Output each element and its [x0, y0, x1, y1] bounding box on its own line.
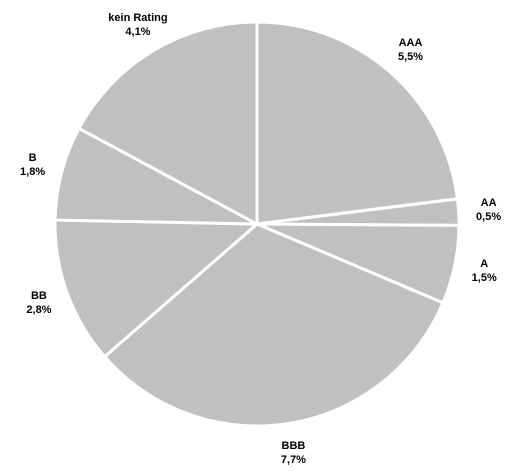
- slice-value-label: 2,8%: [26, 304, 51, 316]
- slice-label: AA: [481, 197, 497, 209]
- pie-slice: [77, 20, 259, 227]
- slice-label: kein Rating: [108, 12, 167, 24]
- slice-label: BB: [31, 290, 47, 302]
- pie-slice: [53, 218, 261, 359]
- slice-value-label: 7,7%: [281, 454, 306, 466]
- slice-value-label: 1,8%: [20, 166, 45, 178]
- slice-label: B: [29, 152, 37, 164]
- slice-value-label: 5,5%: [398, 51, 423, 63]
- pie-slice: [53, 126, 258, 226]
- pie-slice: [255, 20, 460, 226]
- slice-value-label: 0,5%: [476, 211, 501, 223]
- slice-value-label: 4,1%: [125, 26, 150, 38]
- slice-label: AAA: [399, 37, 423, 49]
- pie-slice: [102, 222, 445, 428]
- slice-label: BBB: [282, 440, 306, 452]
- slice-value-label: 1,5%: [472, 272, 497, 284]
- slice-label: A: [480, 258, 488, 270]
